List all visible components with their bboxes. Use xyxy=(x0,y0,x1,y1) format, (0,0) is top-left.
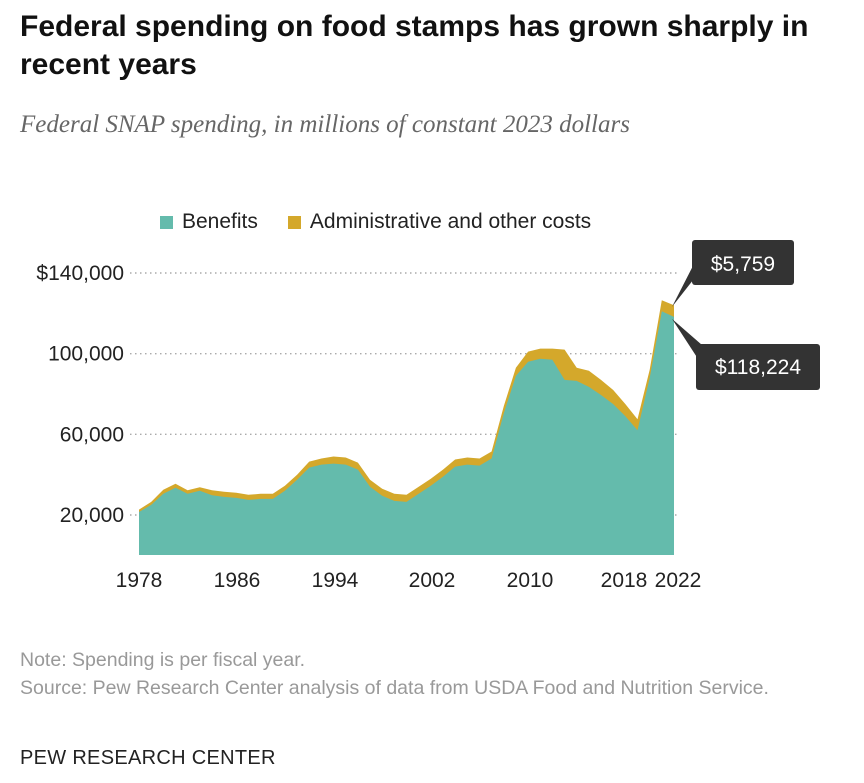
y-tick-label: $140,000 xyxy=(36,262,124,285)
x-tick-label: 2022 xyxy=(655,569,702,592)
note-text: Note: Spending is per fiscal year. xyxy=(20,649,306,671)
legend-label-benefits: Benefits xyxy=(182,210,258,233)
legend: Benefits Administrative and other costs xyxy=(160,210,621,234)
area-chart: 20,000 60,000 100,000 $140,000 1978 1986 1994… xyxy=(36,240,820,592)
annotations: $5,759 $118,224 xyxy=(672,240,820,390)
y-axis-ticks: 20,000 60,000 100,000 $140,000 xyxy=(36,262,124,527)
callout-box xyxy=(696,344,820,390)
legend-item-admin: Administrative and other costs xyxy=(287,210,592,234)
legend-swatch-admin xyxy=(287,215,301,229)
source-text: Source: Pew Research Center analysis of … xyxy=(20,677,769,699)
callout-label-admin: $5,759 xyxy=(711,253,775,276)
y-tick-label: 60,000 xyxy=(60,423,124,446)
x-tick-label: 1986 xyxy=(214,569,261,592)
x-tick-label: 2018 xyxy=(601,569,648,592)
callout-pointer xyxy=(672,258,697,307)
legend-label-admin: Administrative and other costs xyxy=(309,210,592,233)
callout-label-benefits: $118,224 xyxy=(715,356,801,379)
x-tick-label: 2010 xyxy=(507,569,554,592)
chart-areas xyxy=(139,300,674,555)
notes: Note: Spending is per fiscal year. Sourc… xyxy=(20,646,820,702)
chart-title: Federal spending on food stamps has grow… xyxy=(20,10,809,81)
x-tick-label: 1978 xyxy=(116,569,163,592)
callout-box xyxy=(692,240,794,285)
x-tick-label: 1994 xyxy=(312,569,359,592)
footer-brand: PEW RESEARCH CENTER xyxy=(20,747,276,769)
area-benefits xyxy=(139,311,674,555)
x-axis-ticks: 1978 1986 1994 2002 2010 2018 2022 xyxy=(116,569,702,592)
chart-subtitle: Federal SNAP spending, in millions of co… xyxy=(20,111,630,138)
callout-pointer xyxy=(672,318,702,365)
y-tick-label: 20,000 xyxy=(60,504,124,527)
y-tick-label: 100,000 xyxy=(48,343,124,366)
x-tick-label: 2002 xyxy=(409,569,456,592)
legend-swatch-benefits xyxy=(160,215,173,229)
legend-item-benefits: Benefits xyxy=(160,210,258,234)
